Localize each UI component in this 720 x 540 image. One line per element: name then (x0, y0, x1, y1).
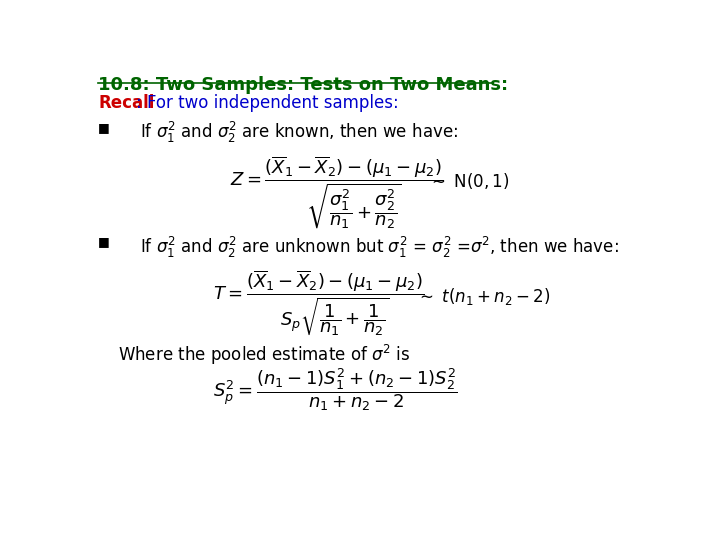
Text: $\sim\ \mathrm{N}(0,1)$: $\sim\ \mathrm{N}(0,1)$ (428, 171, 509, 191)
Text: 10.8: Two Samples: Tests on Two Means:: 10.8: Two Samples: Tests on Two Means: (99, 77, 508, 94)
Text: ■: ■ (99, 235, 110, 248)
Text: $S_p^2 = \dfrac{(n_1 - 1)S_1^2 + (n_2 - 1)S_2^2}{n_1 + n_2 - 2}$: $S_p^2 = \dfrac{(n_1 - 1)S_1^2 + (n_2 - … (213, 366, 457, 413)
Text: : For two independent samples:: : For two independent samples: (136, 94, 398, 112)
Text: $\sim\ t(n_1 + n_2 - 2)$: $\sim\ t(n_1 + n_2 - 2)$ (416, 286, 551, 307)
Text: If $\sigma_1^2$ and $\sigma_2^2$ are unknown but $\sigma_1^2$ = $\sigma_2^2$ =$\: If $\sigma_1^2$ and $\sigma_2^2$ are unk… (140, 234, 619, 260)
Text: ■: ■ (99, 121, 110, 134)
Text: Where the pooled estimate of $\sigma^2$ is: Where the pooled estimate of $\sigma^2$ … (118, 343, 410, 368)
Text: Recall: Recall (99, 94, 155, 112)
Text: $T = \dfrac{(\overline{X}_1 - \overline{X}_2) - (\mu_1 - \mu_2)}{S_p\sqrt{\dfrac: $T = \dfrac{(\overline{X}_1 - \overline{… (213, 268, 424, 338)
Text: $Z = \dfrac{(\overline{X}_1 - \overline{X}_2) - (\mu_1 - \mu_2)}{\sqrt{\dfrac{\s: $Z = \dfrac{(\overline{X}_1 - \overline{… (230, 154, 443, 231)
Text: If $\sigma_1^2$ and $\sigma_2^2$ are known, then we have:: If $\sigma_1^2$ and $\sigma_2^2$ are kno… (140, 120, 458, 145)
